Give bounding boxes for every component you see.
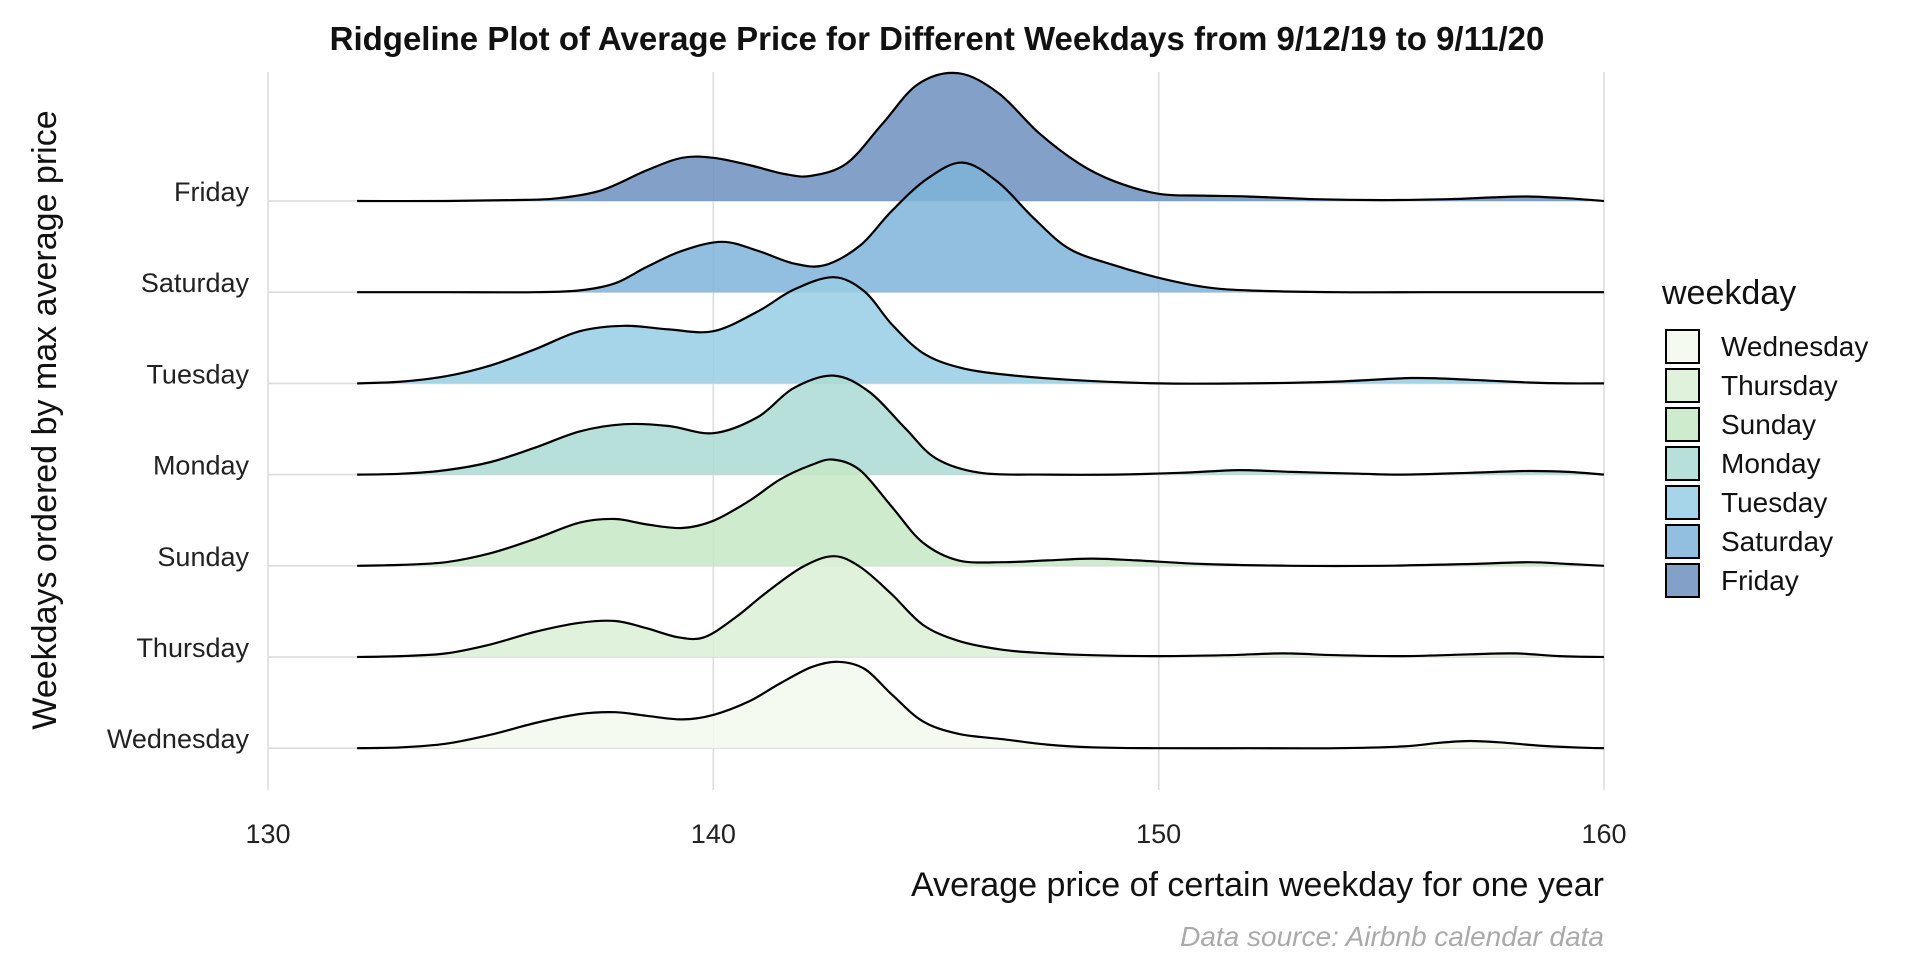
x-tick-label: 150 <box>1136 819 1181 849</box>
ridge-area-tuesday <box>357 277 1605 384</box>
x-axis-title: Average price of certain weekday for one… <box>911 866 1604 904</box>
legend-label: Wednesday <box>1721 331 1868 362</box>
ridge-area-monday <box>357 375 1605 475</box>
y-tick-label: Sunday <box>157 542 249 572</box>
ridge-line-friday <box>357 71 1605 203</box>
legend-label: Thursday <box>1721 370 1838 401</box>
y-tick-label: Thursday <box>136 633 249 663</box>
ridge-area-saturday <box>357 162 1605 293</box>
x-tick-label: 140 <box>691 819 736 849</box>
ridge-line-monday <box>357 374 1605 476</box>
ridge-area-sunday <box>357 459 1605 567</box>
x-tick-labels: 130 140 150 160 <box>245 819 1626 849</box>
ridge-area-wednesday <box>357 661 1605 749</box>
y-tick-label: Wednesday <box>107 724 250 754</box>
caption: Data source: Airbnb calendar data <box>1180 921 1604 952</box>
legend-swatch-sunday <box>1665 407 1700 442</box>
legend-swatch-tuesday <box>1665 485 1700 520</box>
ridge-area-friday <box>357 72 1605 202</box>
legend-items: Wednesday Thursday Sunday Monday Tuesday Satu… <box>1665 329 1868 598</box>
ridge-line-thursday <box>357 555 1605 659</box>
x-tick-label: 130 <box>245 819 290 849</box>
legend-swatch-saturday <box>1665 524 1700 559</box>
ridge-line-tuesday <box>357 276 1605 385</box>
y-tick-labels: Friday Saturday Tuesday Monday Sunday Thursda… <box>107 177 250 754</box>
legend-label: Saturday <box>1721 526 1833 557</box>
legend-label: Tuesday <box>1721 487 1827 518</box>
ridges <box>357 71 1605 750</box>
y-axis-title: Weekdays ordered by max average price <box>26 110 64 729</box>
y-tick-label: Friday <box>174 177 250 207</box>
legend-label: Friday <box>1721 565 1799 596</box>
legend: weekday Wednesday Thursday Sunday Monday Tue… <box>1661 274 1868 598</box>
legend-label: Monday <box>1721 448 1821 479</box>
legend-swatch-monday <box>1665 446 1700 481</box>
legend-label: Sunday <box>1721 409 1816 440</box>
ridge-line-saturday <box>357 161 1604 294</box>
y-tick-label: Saturday <box>141 268 250 298</box>
legend-swatch-wednesday <box>1665 329 1700 364</box>
ridge-line-wednesday <box>357 660 1605 750</box>
y-tick-label: Tuesday <box>146 359 249 389</box>
legend-swatch-thursday <box>1665 368 1700 403</box>
legend-title: weekday <box>1661 274 1796 312</box>
legend-swatch-friday <box>1665 563 1700 598</box>
chart-title: Ridgeline Plot of Average Price for Diff… <box>330 20 1545 57</box>
ridge-area-thursday <box>357 556 1605 657</box>
x-tick-label: 160 <box>1581 819 1626 849</box>
y-tick-label: Monday <box>153 451 250 481</box>
ridge-line-sunday <box>357 458 1605 568</box>
